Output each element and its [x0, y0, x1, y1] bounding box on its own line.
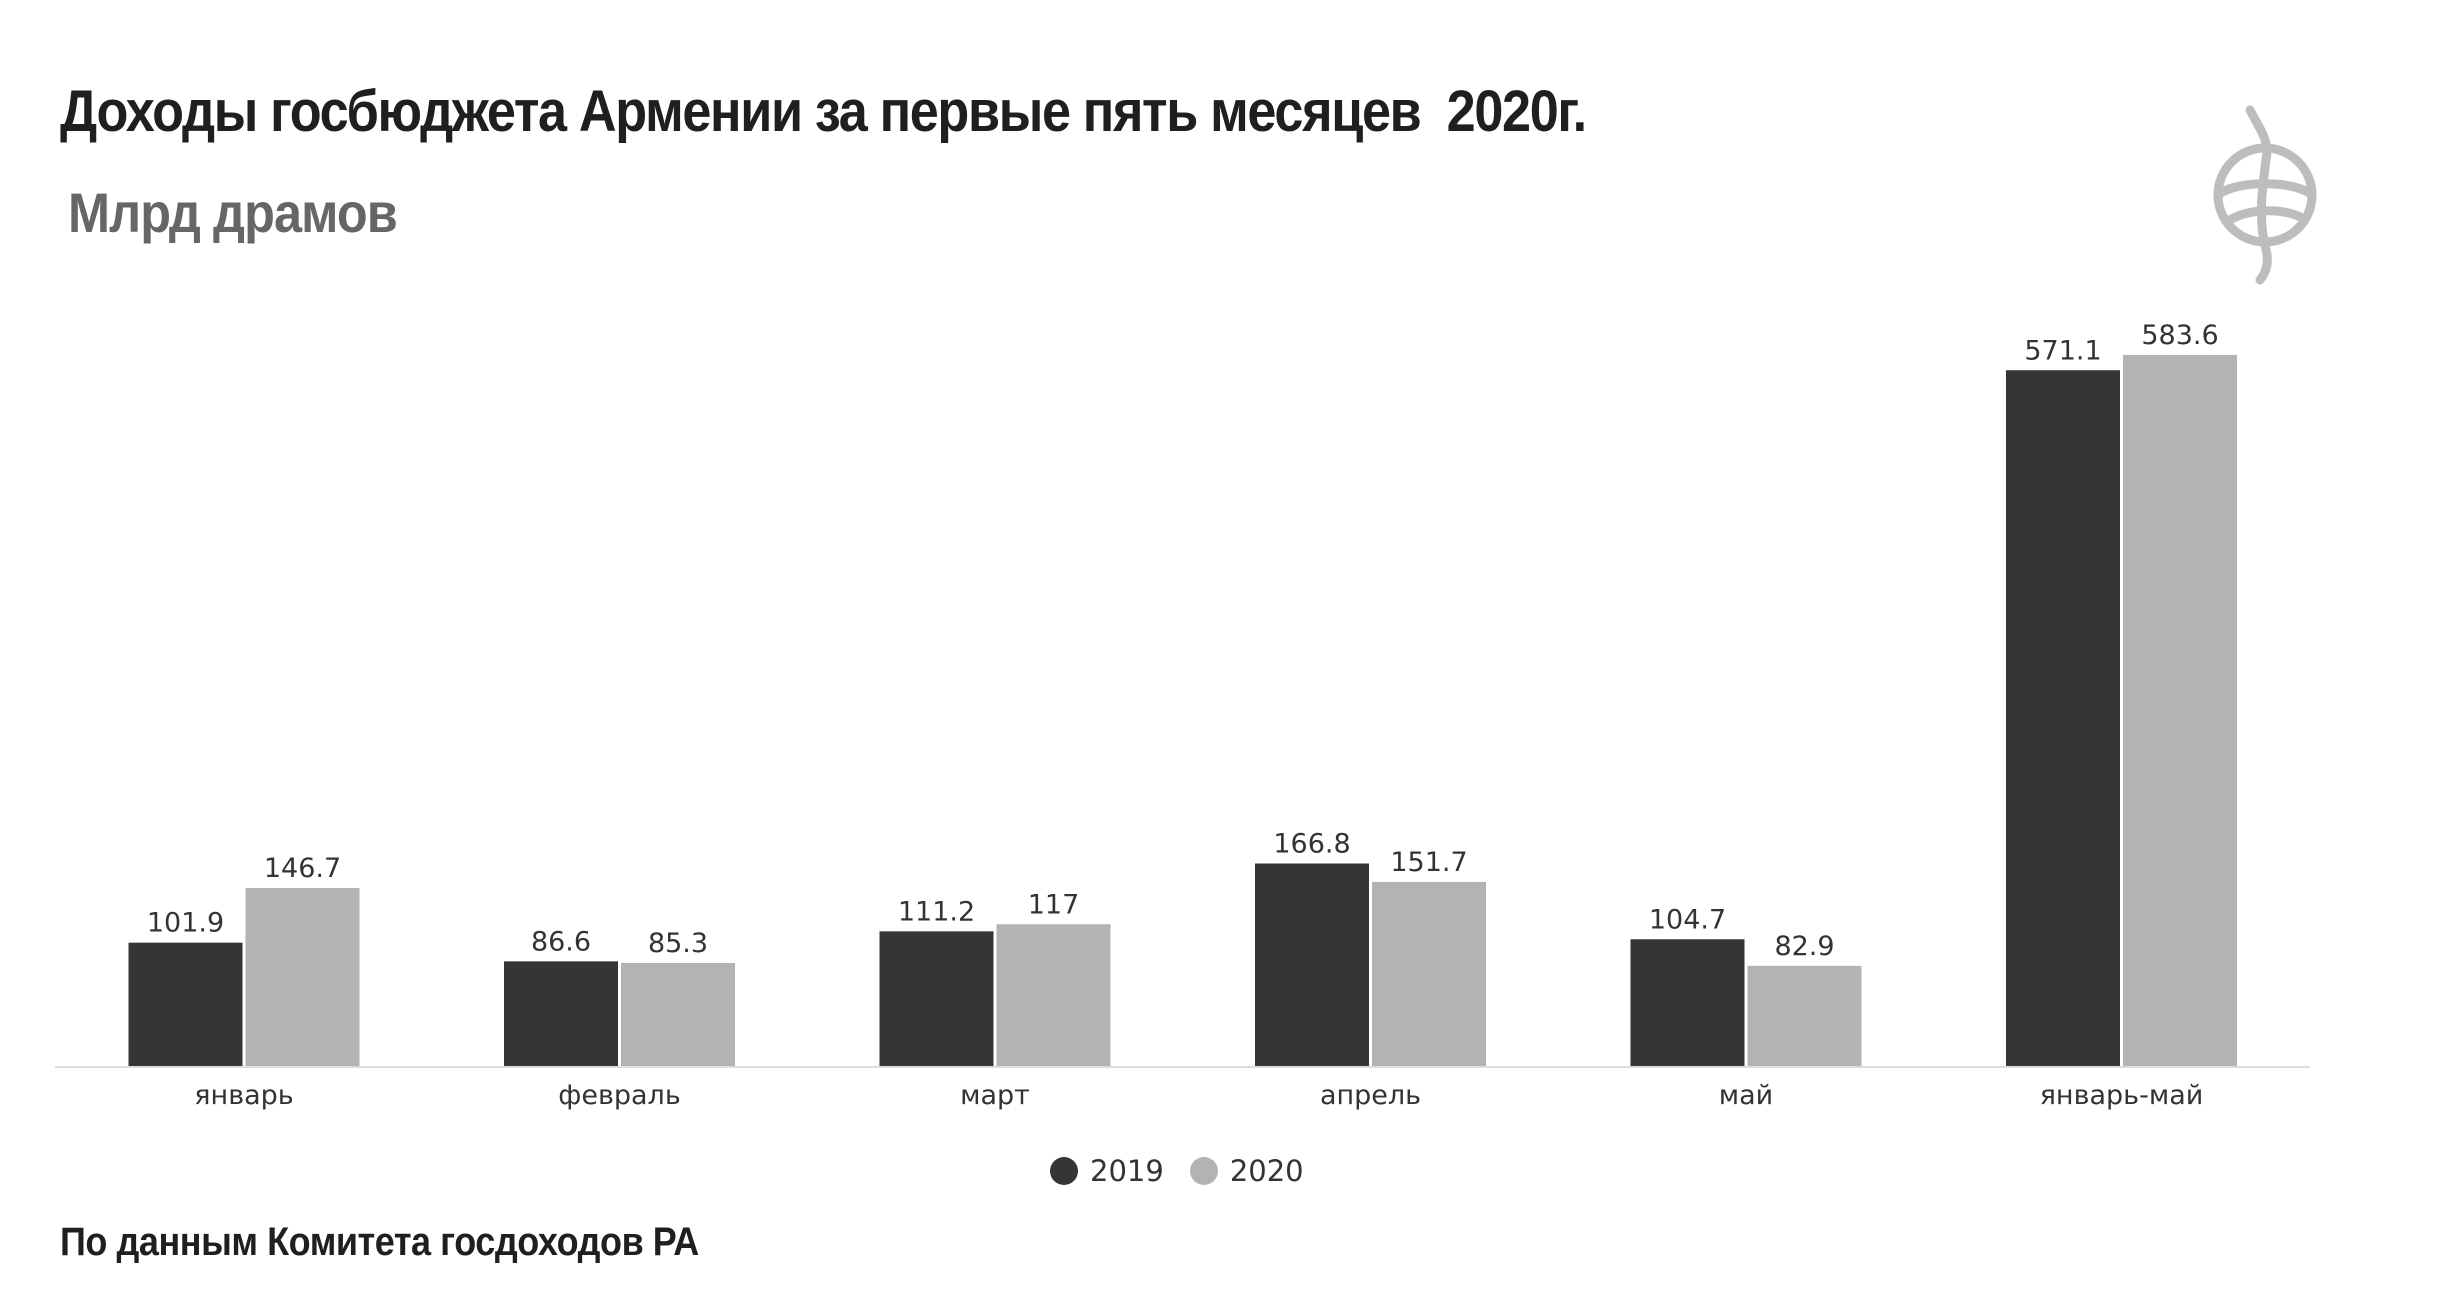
data-label-2020-0: 146.7	[264, 853, 341, 884]
legend-item-2020: 2020	[1189, 1154, 1304, 1188]
x-tick-label-4: май	[1719, 1080, 1773, 1111]
bar-2020-4	[1747, 965, 1862, 1067]
x-tick-label-0: январь	[194, 1080, 293, 1111]
legend-marker-2019	[1050, 1157, 1078, 1185]
data-label-2019-1: 86.6	[531, 926, 591, 957]
bar-2020-0	[245, 888, 360, 1067]
data-label-2019-5: 571.1	[2024, 335, 2101, 366]
chart-title: Доходы госбюджета Армении за первые пять…	[60, 79, 1587, 144]
legend: 2019 2020	[1050, 1154, 1314, 1188]
x-tick-label-3: апрель	[1320, 1080, 1421, 1111]
data-label-2020-5: 583.6	[2141, 320, 2218, 351]
chart-subtitle: Млрд драмов	[68, 181, 398, 244]
bar-chart: 101.9 146.7 январь 86.6 85.3 февраль 111.2 117 м…	[55, 320, 2310, 1111]
legend-label-2020: 2020	[1229, 1154, 1304, 1188]
source-note: По данным Комитета госдоходов РА	[60, 1220, 699, 1264]
logo-icon	[2190, 100, 2340, 295]
data-label-2019-0: 101.9	[147, 908, 224, 939]
data-label-2020-2: 117	[1028, 889, 1080, 920]
data-label-2019-3: 166.8	[1273, 829, 1350, 860]
bar-2019-0	[128, 942, 243, 1067]
bar-2019-2	[879, 931, 994, 1067]
data-label-2020-1: 85.3	[648, 928, 708, 959]
data-label-2020-3: 151.7	[1390, 847, 1467, 878]
bar-2019-4	[1630, 939, 1745, 1067]
bar-2020-3	[1372, 881, 1486, 1067]
bar-2019-1	[504, 961, 618, 1067]
data-label-2019-4: 104.7	[1649, 904, 1726, 935]
bar-2019-5	[2006, 370, 2120, 1067]
legend-label-2019: 2019	[1090, 1154, 1164, 1188]
bar-2020-2	[996, 924, 1111, 1067]
data-label-2019-2: 111.2	[898, 896, 975, 927]
legend-marker-2020	[1189, 1157, 1218, 1185]
x-tick-label-2: март	[960, 1080, 1030, 1111]
x-tick-label-5: январь-май	[2040, 1080, 2204, 1111]
bar-2020-5	[2123, 355, 2237, 1067]
bar-2019-3	[1255, 863, 1369, 1067]
bar-2020-1	[621, 962, 735, 1067]
data-label-2020-4: 82.9	[1774, 931, 1834, 962]
legend-item-2019: 2019	[1050, 1154, 1164, 1188]
x-tick-label-1: февраль	[558, 1080, 680, 1111]
